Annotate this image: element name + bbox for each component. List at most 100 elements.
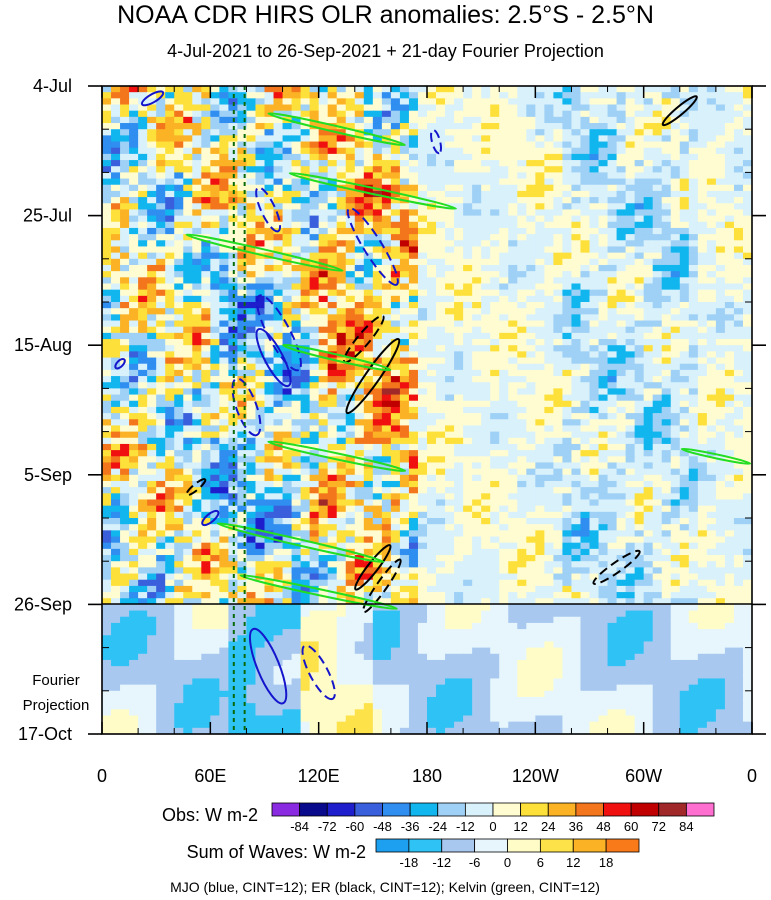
field-cell [688, 456, 699, 464]
field-cell [264, 197, 275, 204]
field-cell [255, 357, 266, 365]
field-cell [165, 394, 175, 402]
field-cell [282, 184, 293, 192]
field-cell [273, 493, 284, 501]
field-cell [255, 141, 266, 149]
field-cell [165, 240, 175, 248]
field-cell [318, 468, 329, 476]
field-cell [445, 166, 455, 173]
field-cell [715, 129, 726, 136]
field-cell [363, 295, 374, 303]
field-cell [372, 450, 383, 457]
field-cell [237, 295, 248, 303]
field-cell [589, 493, 600, 501]
field-cell [327, 339, 338, 346]
field-cell [481, 190, 491, 198]
field-cell [183, 505, 193, 513]
field-cell [408, 271, 419, 278]
field-cell [147, 376, 157, 383]
field-cell [517, 246, 527, 254]
field-cell [715, 135, 726, 143]
field-cell [246, 277, 257, 285]
field-cell [607, 339, 618, 346]
field-cell [174, 252, 184, 260]
field-cell [381, 172, 392, 180]
field-cell [697, 413, 708, 420]
field-cell [201, 215, 211, 223]
field-cell [309, 419, 320, 427]
field-cell [499, 172, 509, 180]
field-cell [237, 135, 248, 143]
field-cell [652, 246, 663, 254]
field-cell [562, 227, 573, 235]
field-cell [562, 289, 573, 297]
field-cell [571, 314, 582, 322]
field-cell [390, 295, 401, 303]
field-cell [192, 98, 202, 106]
field-cell [598, 431, 609, 439]
field-cell [102, 388, 112, 396]
field-cell [309, 437, 320, 445]
field-cell [372, 240, 383, 248]
field-cell [210, 116, 220, 124]
field-cell [688, 166, 699, 173]
field-cell [427, 153, 437, 161]
field-cell [571, 487, 582, 494]
field-cell [652, 314, 663, 322]
field-cell [634, 369, 645, 377]
field-cell [427, 110, 437, 118]
field-cell [318, 289, 329, 297]
field-cell [553, 240, 564, 248]
field-cell [445, 450, 455, 457]
field-cell [372, 505, 383, 513]
field-cell [706, 135, 717, 143]
field-cell [571, 326, 582, 334]
field-cell [408, 209, 419, 217]
field-cell [526, 147, 536, 155]
field-cell [174, 376, 184, 383]
field-cell [399, 135, 410, 143]
field-cell [147, 277, 157, 285]
field-cell [246, 326, 257, 334]
field-cell [192, 425, 202, 433]
field-cell [237, 172, 248, 180]
field-cell [454, 376, 464, 383]
field-cell [408, 277, 419, 285]
field-cell [607, 246, 618, 254]
field-cell [327, 320, 338, 328]
field-cell [273, 116, 284, 124]
field-cell [481, 437, 491, 445]
field-cell [670, 227, 681, 235]
field-cell [318, 314, 329, 322]
field-cell [652, 369, 663, 377]
field-cell [625, 382, 636, 389]
field-cell [183, 419, 193, 427]
field-cell [733, 184, 744, 192]
field-cell [724, 289, 735, 297]
field-cell [535, 302, 545, 309]
field-cell [589, 178, 600, 186]
field-cell [688, 419, 699, 427]
field-cell [417, 419, 428, 427]
field-cell [264, 271, 275, 278]
field-cell [589, 320, 600, 328]
field-cell [598, 332, 609, 340]
field-cell [336, 376, 347, 383]
field-cell [598, 277, 609, 285]
field-cell [102, 215, 112, 223]
field-cell [264, 388, 275, 396]
field-cell [625, 443, 636, 451]
field-cell [454, 480, 464, 488]
field-cell [228, 110, 239, 118]
field-cell [219, 147, 229, 155]
field-cell [679, 326, 690, 334]
field-cell [336, 271, 347, 278]
field-cell [553, 308, 564, 315]
field-cell [219, 406, 229, 414]
field-cell [174, 209, 184, 217]
field-cell [715, 487, 726, 494]
field-cell [544, 308, 554, 315]
field-cell [463, 493, 473, 501]
field-cell [336, 345, 347, 352]
field-cell [670, 443, 681, 451]
